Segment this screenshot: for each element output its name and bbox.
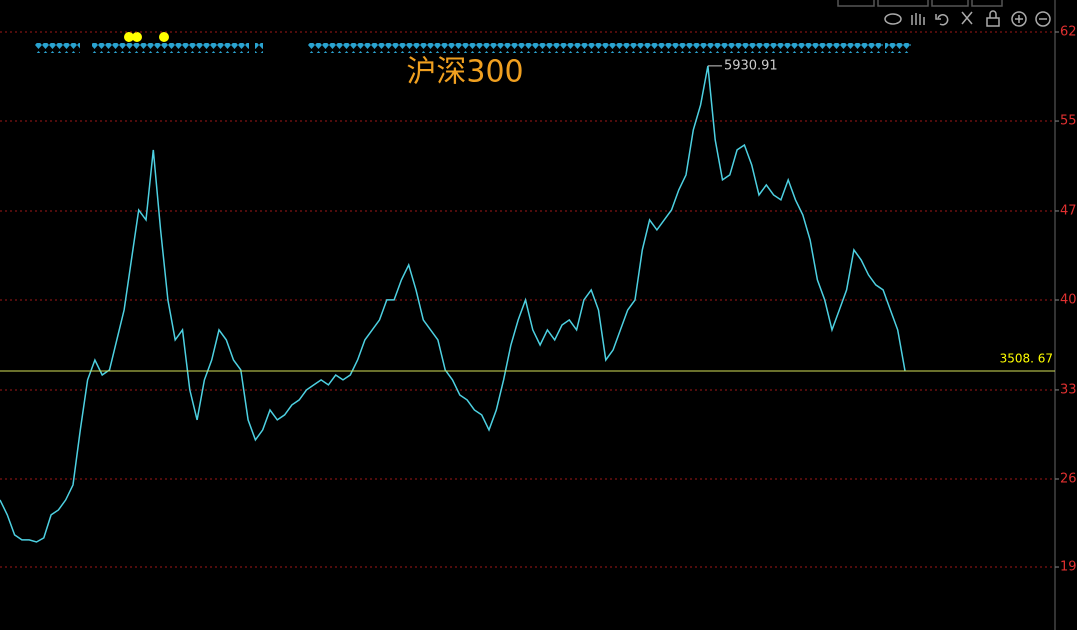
toolbar [837, 0, 1051, 27]
y-tick-label: 19 [1060, 560, 1077, 575]
cut-icon[interactable] [961, 11, 973, 25]
zoom-in[interactable] [1011, 11, 1027, 27]
undo-icon[interactable] [935, 14, 949, 26]
y-tick-label: 40 [1060, 293, 1077, 308]
signal-row [35, 32, 911, 53]
eye-icon[interactable] [884, 13, 902, 25]
y-tick-label: 55 [1060, 114, 1077, 129]
zoom-out[interactable] [1035, 11, 1051, 27]
hand-icon[interactable] [911, 13, 925, 25]
y-tick-label: 26 [1060, 471, 1077, 486]
lock-icon[interactable] [986, 10, 1000, 27]
price-line [0, 65, 906, 543]
peak-label: 5930.91 [724, 58, 778, 73]
y-tick-label: 47 [1060, 203, 1077, 218]
y-tick-label: 62 [1060, 24, 1077, 39]
chart-title: 沪深300 [406, 55, 523, 90]
y-tick-label: 33 [1060, 382, 1077, 397]
last-price-label: 3508. 67 [1000, 351, 1053, 365]
